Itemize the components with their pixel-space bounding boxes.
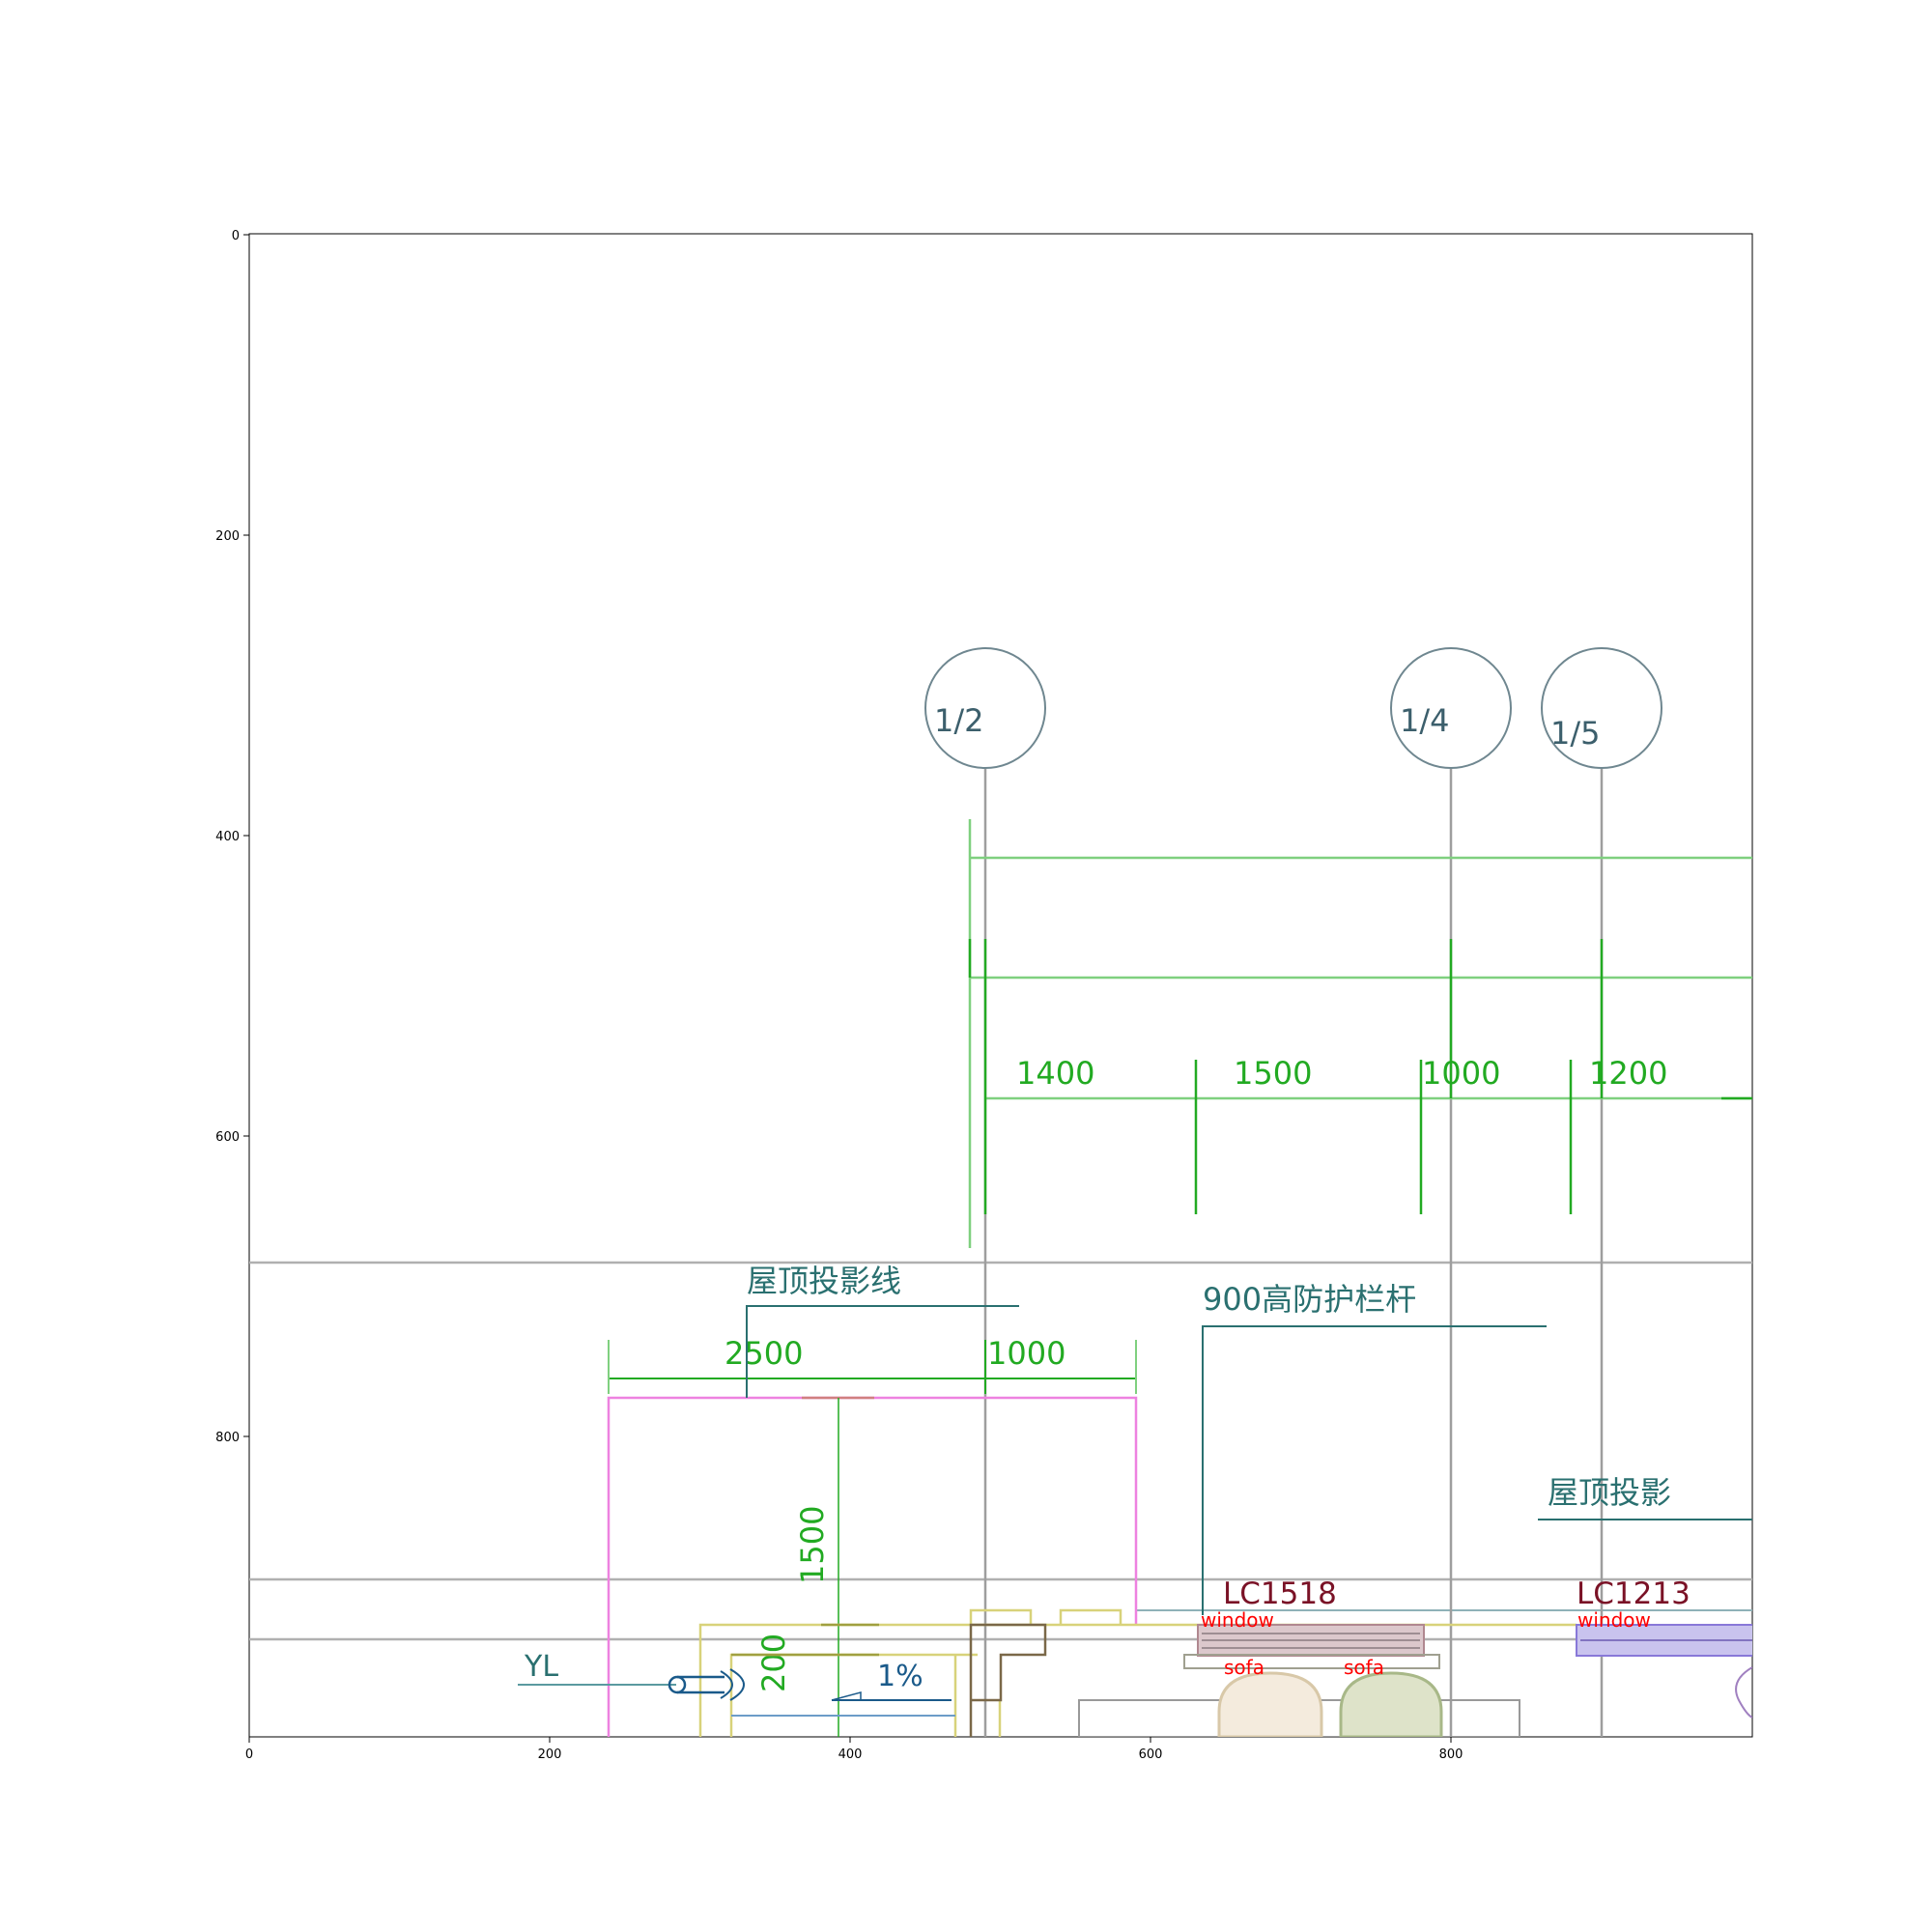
- y-tick-label: 200: [215, 529, 240, 544]
- slope-label: 1%: [877, 1660, 923, 1693]
- y-tick-label: 600: [215, 1130, 240, 1145]
- railing-label: 900高防护栏杆: [1203, 1281, 1416, 1318]
- dimension-value: 1000: [987, 1335, 1065, 1372]
- plot-frame: [248, 233, 1753, 1738]
- sofa-label: sofa: [1224, 1656, 1264, 1679]
- purple-curve: [1735, 1666, 1752, 1719]
- dimension-value-vertical: 200: [755, 1634, 792, 1692]
- x-axis: 0 200 400 600 800: [245, 1737, 1463, 1762]
- x-tick-label: 800: [1439, 1747, 1463, 1762]
- roof-projection-label: 屋顶投影: [1548, 1474, 1671, 1511]
- railing-leader: [1202, 1325, 1547, 1615]
- rain-pipe-icon: [720, 1670, 733, 1699]
- axis-label-1-2: 1/2: [934, 702, 984, 739]
- axis-bubble-1-5: [1541, 647, 1662, 769]
- slope-arrow-head: [831, 1691, 862, 1701]
- window-label: window: [1201, 1608, 1274, 1632]
- column-outline: [969, 1623, 1047, 1737]
- x-tick-label: 200: [538, 1747, 562, 1762]
- y-tick-label: 800: [215, 1431, 240, 1445]
- x-tick-label: 600: [1139, 1747, 1163, 1762]
- dimension-value: 1000: [1422, 1055, 1500, 1092]
- window-label: window: [1577, 1608, 1651, 1632]
- y-tick-label: 400: [215, 830, 240, 844]
- axis-label-1-5: 1/5: [1550, 715, 1601, 752]
- axis-bubble-1-4: [1390, 647, 1512, 769]
- axis-bubble-1-2: [924, 647, 1046, 769]
- wall-pier: [1059, 1608, 1122, 1625]
- sofa-label: sofa: [1344, 1656, 1384, 1679]
- rain-pipe-label: YL: [524, 1650, 558, 1684]
- axis-label-1-4: 1/4: [1400, 702, 1450, 739]
- x-tick-label: 0: [245, 1747, 253, 1762]
- sofa-1: [1217, 1671, 1323, 1737]
- dimension-value: 1500: [1234, 1055, 1312, 1092]
- floor-plan: 1/2 1/4 1/5 1400 1500 1000 1200 2500 100…: [249, 647, 1752, 1737]
- dimension-value: 1400: [1016, 1055, 1094, 1092]
- window-code-label: LC1213: [1577, 1577, 1690, 1611]
- y-axis: 0 200 400 600 800: [215, 229, 249, 1445]
- wall-pier: [969, 1608, 1033, 1625]
- window-code-label: LC1518: [1223, 1577, 1337, 1611]
- sofa-base: [1183, 1654, 1440, 1669]
- x-tick-label: 400: [838, 1747, 863, 1762]
- dimension-value-vertical: 1500: [794, 1506, 831, 1584]
- dimension-value: 2500: [724, 1335, 803, 1372]
- dimension-value: 1200: [1589, 1055, 1667, 1092]
- y-tick-label: 0: [232, 229, 240, 243]
- roof-line-leader: [746, 1305, 1019, 1398]
- sofa-2: [1339, 1671, 1443, 1737]
- rain-pipe-icon: [729, 1668, 745, 1701]
- roof-line-label: 屋顶投影线: [747, 1263, 901, 1299]
